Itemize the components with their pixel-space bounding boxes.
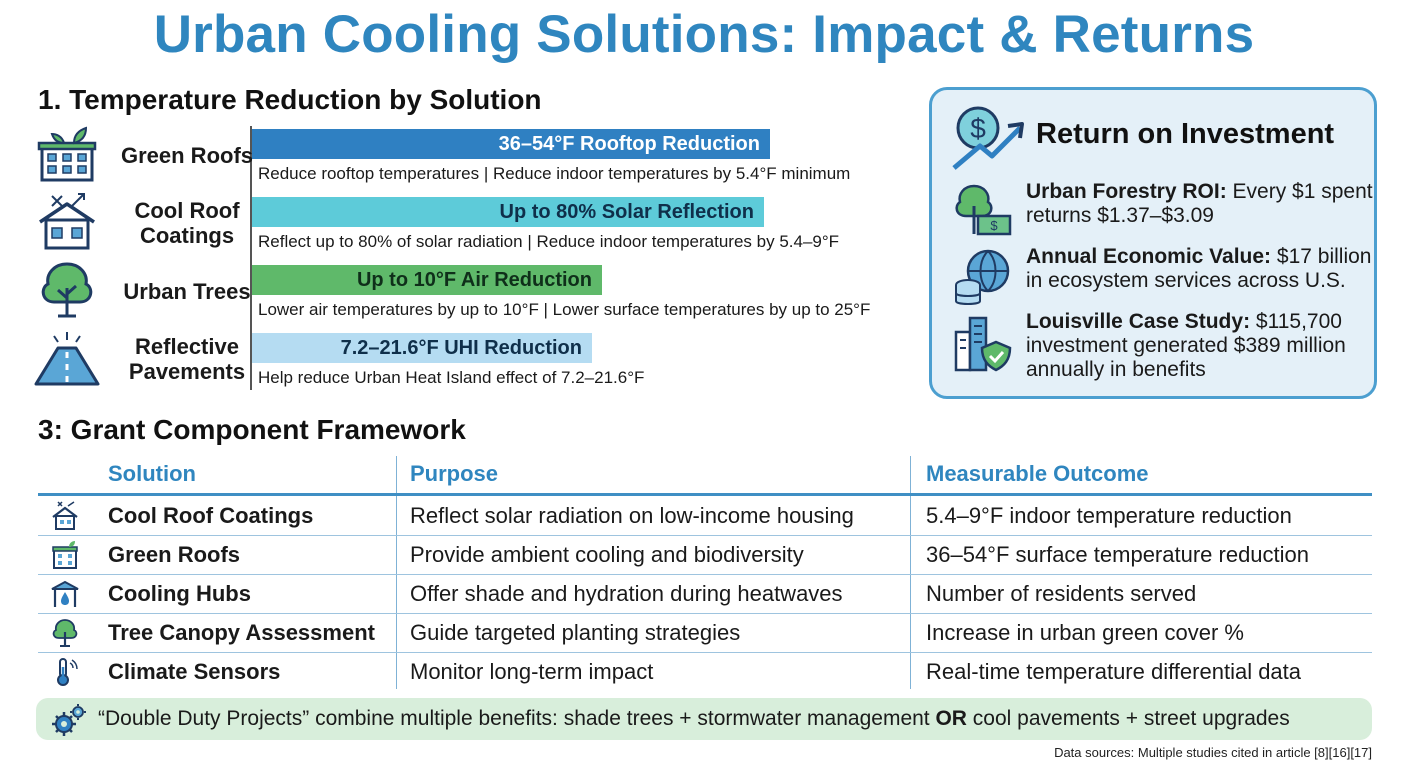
roi-value: $115,700 investment generated $389 milli… [1026, 310, 1346, 381]
bar-cool-roof: Up to 80% Solar Reflection [252, 197, 764, 227]
svg-text:$: $ [990, 218, 998, 233]
cell-purpose: Monitor long-term impact [410, 658, 654, 684]
roi-label: Annual Economic Value: [1026, 245, 1272, 268]
solution-name: Green Roofs [120, 142, 254, 168]
cell-outcome: 36–54°F surface temperature reduction [926, 541, 1310, 567]
banner-emphasis: OR [935, 707, 967, 730]
cell-solution: Tree Canopy Assessment [108, 619, 375, 645]
cell-outcome: Increase in urban green cover % [926, 619, 1244, 645]
water-drop-shelter-icon [51, 580, 79, 607]
page-title: Urban Cooling Solutions: Impact & Return… [153, 5, 1255, 64]
globe-coins-icon [955, 249, 1010, 305]
house-sun-icon [52, 501, 78, 530]
column-header-solution: Solution [108, 461, 196, 486]
double-duty-banner: “Double Duty Projects” combine multiple … [36, 698, 1372, 740]
bar-axis [250, 126, 252, 390]
roi-panel: $ Return on Investment $ Urban Forestry … [929, 87, 1377, 399]
tree-icon [41, 262, 93, 318]
roi-heading: Return on Investment [1036, 118, 1335, 150]
solution-row-green-roofs: Green Roofs 36–54°F Rooftop Reduction Re… [34, 124, 914, 190]
section3-heading: 3: Grant Component Framework [38, 414, 466, 445]
cell-purpose: Guide targeted planting strategies [410, 619, 741, 645]
svg-text:$: $ [970, 113, 986, 144]
bar-green-roofs: 36–54°F Rooftop Reduction [252, 129, 770, 159]
roi-item: $ Urban Forestry ROI: Every $1 spent ret… [952, 180, 1373, 250]
bar-urban-trees: Up to 10°F Air Reduction [252, 265, 602, 295]
bar-description: Reflect up to 80% of solar radiation | R… [258, 232, 840, 251]
cell-purpose: Offer shade and hydration during heatwav… [410, 580, 843, 606]
dollar-growth-icon: $ [952, 106, 1024, 170]
solution-row-reflective-pavements: Reflective Pavements 7.2–21.6°F UHI Redu… [34, 328, 914, 394]
roi-value: Every $1 spent returns $1.37–$3.09 [1026, 180, 1373, 227]
green-roof-building-icon [37, 126, 97, 182]
cell-outcome: 5.4–9°F indoor temperature reduction [926, 502, 1292, 528]
solution-name: Reflective Pavements [128, 334, 246, 384]
table-row: Cooling Hubs Offer shade and hydration d… [38, 574, 1372, 614]
roi-value: $17 billion in ecosystem services across… [1026, 245, 1372, 292]
column-divider [910, 456, 911, 689]
solution-name: Cool Roof Coatings [134, 198, 240, 248]
cell-solution: Green Roofs [108, 541, 241, 567]
small-tree-icon [52, 619, 78, 647]
table-row: Climate Sensors Monitor long-term impact… [38, 652, 1372, 691]
road-icon [34, 332, 100, 386]
column-header-purpose: Purpose [410, 461, 499, 486]
cell-outcome: Number of residents served [926, 580, 1197, 606]
banner-text-part2: cool pavements + street upgrades [966, 707, 1290, 730]
bar-description: Reduce rooftop temperatures | Reduce ind… [258, 164, 851, 183]
solution-row-urban-trees: Urban Trees Up to 10°F Air Reduction Low… [34, 260, 914, 326]
banner-text-part1: “Double Duty Projects” combine multiple … [98, 707, 936, 730]
roi-item: Annual Economic Value: $17 billion in ec… [952, 245, 1372, 315]
column-divider [396, 456, 397, 689]
bar-description: Help reduce Urban Heat Island effect of … [258, 368, 645, 387]
cool-roof-house-icon [39, 193, 95, 250]
table-row: Tree Canopy Assessment Guide targeted pl… [38, 613, 1372, 653]
roi-label: Urban Forestry ROI: [1026, 180, 1227, 203]
tree-money-icon: $ [955, 184, 1012, 236]
bar-reflective-pavements: 7.2–21.6°F UHI Reduction [252, 333, 592, 363]
data-sources-note: Data sources: Multiple studies cited in … [1054, 745, 1372, 760]
table-row: Green Roofs Provide ambient cooling and … [38, 535, 1372, 575]
cell-solution: Climate Sensors [108, 658, 281, 684]
roi-item: Louisville Case Study: $115,700 investme… [952, 310, 1372, 381]
cell-purpose: Provide ambient cooling and biodiversity [410, 541, 804, 567]
cell-solution: Cool Roof Coatings [108, 502, 314, 528]
section1-heading: 1. Temperature Reduction by Solution [38, 84, 542, 115]
table-row: Cool Roof Coatings Reflect solar radiati… [38, 496, 1372, 536]
bar-description: Lower air temperatures by up to 10°F | L… [258, 300, 871, 319]
building-icon [52, 541, 78, 569]
column-header-outcome: Measurable Outcome [926, 461, 1149, 486]
roi-label: Louisville Case Study: [1026, 310, 1251, 333]
gears-icon [52, 704, 86, 736]
solution-row-cool-roof: Cool Roof Coatings Up to 80% Solar Refle… [34, 192, 914, 258]
city-shield-icon [954, 316, 1012, 372]
cell-solution: Cooling Hubs [108, 580, 251, 606]
header-divider [38, 493, 1372, 496]
thermometer-icon [57, 658, 78, 686]
cell-purpose: Reflect solar radiation on low-income ho… [410, 502, 854, 528]
solution-name: Urban Trees [123, 278, 251, 304]
cell-outcome: Real-time temperature differential data [926, 658, 1302, 684]
